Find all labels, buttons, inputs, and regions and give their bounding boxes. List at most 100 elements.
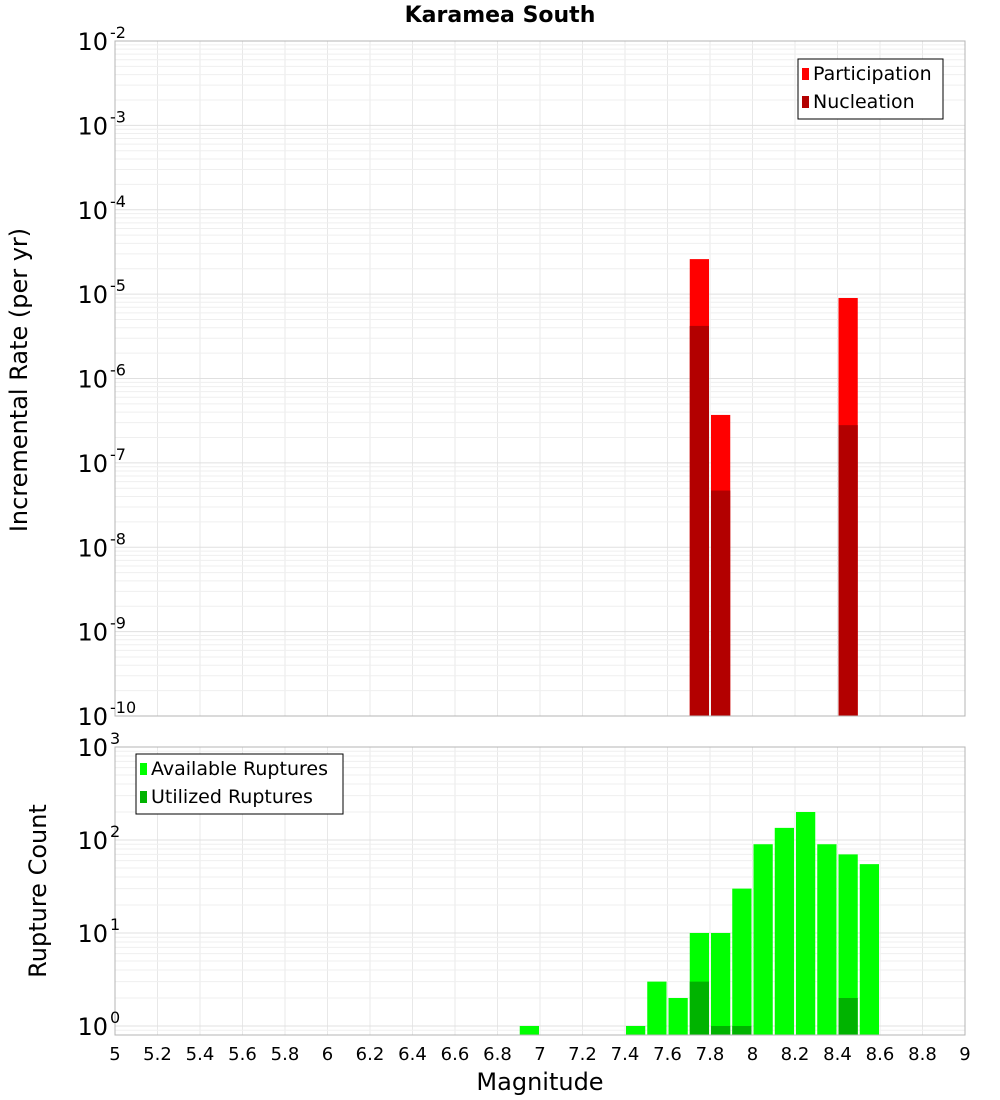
count-bar-s1	[711, 932, 731, 1035]
x-tick-label: 8.6	[866, 1044, 895, 1065]
rate-bar-s2	[689, 325, 709, 716]
rate-y-tick-base: 10	[77, 534, 108, 562]
x-tick-label: 8.2	[781, 1044, 810, 1065]
count-legend-swatch	[140, 763, 147, 775]
count-plot-border	[114, 746, 966, 1036]
rate-y-tick-exp: -7	[110, 445, 126, 464]
rate-y-tick: 10 -4	[77, 192, 126, 225]
count-y-tick: 10 2	[77, 822, 120, 855]
rate-legend-label: Nucleation	[813, 91, 915, 113]
count-bar-s2	[711, 1025, 731, 1035]
rate-legend-swatch	[802, 96, 809, 108]
count-y-axis-label: Rupture Count	[24, 804, 52, 978]
rate-y-tick-exp: -8	[110, 529, 126, 548]
rate-y-tick-exp: -4	[110, 192, 126, 211]
x-tick-label: 6.8	[483, 1044, 512, 1065]
count-y-tick: 10 3	[77, 729, 120, 762]
count-legend-label: Utilized Ruptures	[151, 786, 313, 808]
rate-grid	[114, 41, 966, 717]
x-tick-label: 7.8	[696, 1044, 725, 1065]
rate-y-tick-base: 10	[77, 619, 108, 647]
count-y-tick-exp: 1	[110, 915, 120, 934]
count-bar-s1	[626, 1025, 646, 1035]
x-tick-label: 8.8	[908, 1044, 937, 1065]
rate-y-tick: 10 -7	[77, 445, 126, 478]
rate-y-tick-base: 10	[77, 366, 108, 394]
count-bar-s2	[838, 997, 858, 1035]
count-y-tick-exp: 0	[110, 1008, 120, 1027]
x-tick-label: 6.2	[356, 1044, 385, 1065]
rate-y-tick-base: 10	[77, 28, 108, 56]
rate-y-tick-exp: -2	[110, 23, 126, 42]
count-y-tick-base: 10	[77, 920, 108, 948]
rate-bars	[689, 259, 858, 716]
rate-y-tick-base: 10	[77, 197, 108, 225]
rate-bar-s2	[838, 425, 858, 716]
x-tick-labels: 5 5.2 5.4 5.6 5.8 6 6.2 6.4 6.6 6.8 7 7.2 7.4 7.6 7.8 8…	[109, 1044, 970, 1065]
rate-y-tick-base: 10	[77, 703, 108, 731]
count-y-tick-exp: 2	[110, 822, 120, 841]
count-y-tick-base: 10	[77, 734, 108, 762]
rate-bar-s2	[711, 490, 731, 716]
x-tick-label: 9	[959, 1044, 970, 1065]
x-tick-label: 7.4	[611, 1044, 640, 1065]
rate-y-axis-label: Incremental Rate (per yr)	[5, 228, 33, 532]
rate-y-tick-base: 10	[77, 281, 108, 309]
rate-y-tick: 10 -8	[77, 529, 126, 562]
rate-y-tick-base: 10	[77, 112, 108, 140]
x-tick-label: 5.6	[228, 1044, 257, 1065]
x-tick-label: 7.2	[568, 1044, 597, 1065]
rate-y-tick: 10 -6	[77, 361, 126, 394]
rate-y-tick-exp: -10	[110, 698, 136, 717]
x-tick-label: 8.4	[823, 1044, 852, 1065]
count-bar-s1	[817, 844, 837, 1035]
x-tick-label: 8	[747, 1044, 758, 1065]
rate-legend-label: Participation	[813, 63, 932, 85]
count-bar-s1	[859, 864, 879, 1035]
x-tick-label: 7.6	[653, 1044, 682, 1065]
x-tick-label: 5.4	[186, 1044, 215, 1065]
count-y-tick: 10 0	[77, 1008, 120, 1041]
x-tick-label: 7	[534, 1044, 545, 1065]
count-legend-box	[135, 753, 344, 815]
count-bar-s1	[668, 997, 688, 1035]
count-y-tick-base: 10	[77, 1013, 108, 1041]
rate-y-tick-exp: -5	[110, 276, 126, 295]
rate-legend-swatch	[802, 68, 809, 80]
count-legend-label: Available Ruptures	[151, 758, 328, 780]
count-bar-s1	[753, 844, 773, 1035]
x-tick-label: 6.6	[441, 1044, 470, 1065]
x-axis-label: Magnitude	[476, 1068, 603, 1096]
x-tick-label: 5	[109, 1044, 120, 1065]
x-tick-label: 5.8	[271, 1044, 300, 1065]
rate-legend: Participation Nucleation	[797, 58, 944, 120]
count-bar-s2	[689, 981, 709, 1035]
x-tick-label: 6	[322, 1044, 333, 1065]
count-legend: Available Ruptures Utilized Ruptures	[135, 753, 344, 815]
count-bar-s1	[838, 854, 858, 1035]
x-tick-label: 6.4	[398, 1044, 427, 1065]
rate-y-tick-exp: -9	[110, 614, 126, 633]
rate-y-tick: 10 -10	[77, 698, 136, 731]
rate-y-tick: 10 -3	[77, 107, 126, 140]
rate-y-tick: 10 -2	[77, 23, 126, 56]
count-bar-s2	[732, 1025, 752, 1035]
rate-y-tick: 10 -5	[77, 276, 126, 309]
count-y-tick: 10 1	[77, 915, 120, 948]
chart-title: Karamea South	[405, 3, 596, 28]
count-legend-swatch	[140, 791, 147, 803]
count-bar-s1	[647, 981, 667, 1035]
rate-y-tick-exp: -6	[110, 361, 126, 380]
count-bar-s1	[796, 812, 816, 1035]
x-tick-label: 5.2	[143, 1044, 172, 1065]
count-y-tick-exp: 3	[110, 729, 120, 748]
count-bar-s1	[732, 888, 752, 1035]
count-bar-s1	[519, 1025, 539, 1035]
rate-y-tick: 10 -9	[77, 614, 126, 647]
rate-y-tick-exp: -3	[110, 107, 126, 126]
count-bar-s1	[774, 827, 794, 1035]
